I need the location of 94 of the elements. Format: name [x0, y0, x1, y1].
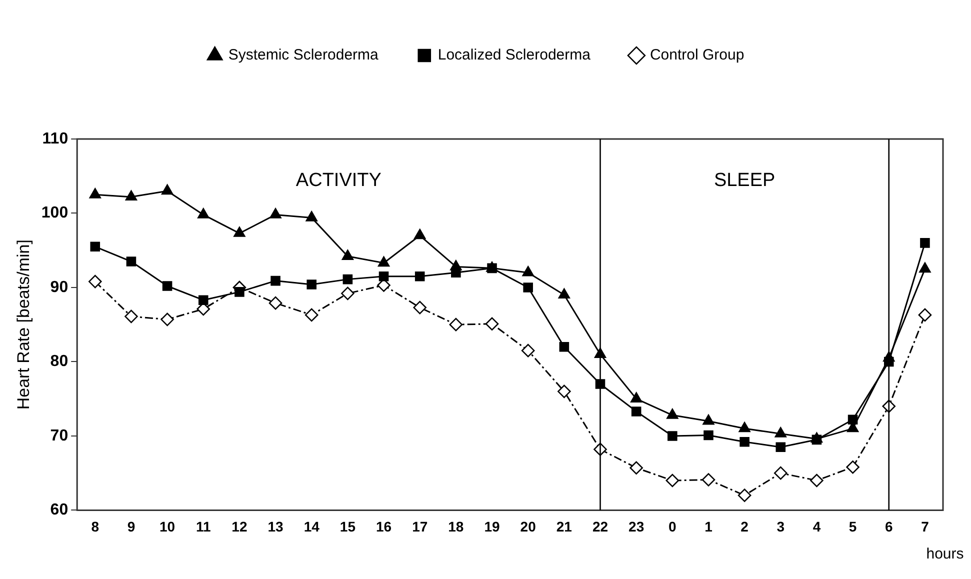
legend-label: Systemic Scleroderma: [228, 46, 380, 64]
x-tick-label: 14: [304, 518, 320, 534]
y-tick-label: 90: [50, 278, 68, 296]
point: [558, 288, 570, 299]
point: [704, 430, 714, 440]
point: [631, 406, 642, 416]
x-tick-label: 3: [776, 518, 785, 534]
point: [198, 295, 208, 305]
point: [89, 188, 101, 198]
point: [124, 310, 138, 324]
point: [378, 256, 390, 267]
annotation: SLEEP: [714, 170, 776, 192]
point: [668, 431, 678, 441]
point: [342, 250, 354, 260]
x-tick-label: 15: [340, 518, 356, 534]
point: [270, 276, 280, 286]
point: [414, 271, 425, 282]
point: [810, 432, 823, 443]
point: [306, 280, 317, 290]
y-tick-label: 70: [50, 427, 68, 444]
point: [304, 308, 318, 322]
x-tick-label: 10: [160, 518, 176, 534]
y-tick-label: 80: [50, 353, 68, 370]
x-tick-label: 16: [376, 518, 392, 534]
point: [449, 318, 463, 332]
point: [161, 184, 174, 195]
x-tick-label: 22: [592, 518, 608, 534]
point: [268, 296, 282, 310]
point: [920, 238, 930, 248]
point: [738, 488, 752, 502]
point: [810, 474, 824, 488]
point: [774, 427, 786, 438]
y-tick-label: 60: [50, 502, 68, 519]
x-tick-label: 1: [704, 518, 713, 534]
point: [414, 228, 426, 240]
point: [270, 208, 282, 218]
point: [666, 408, 678, 419]
x-tick-label: 0: [668, 518, 677, 534]
point: [162, 281, 172, 291]
point: [776, 442, 786, 452]
y-axis-title: Heart Rate [beats/min]: [14, 240, 33, 410]
point: [198, 208, 210, 218]
point: [774, 466, 788, 480]
x-tick-label: 20: [520, 518, 536, 534]
x-tick-label: 19: [484, 518, 500, 534]
point: [306, 211, 318, 222]
x-tick-label: 5: [848, 518, 857, 534]
x-tick-label: 18: [448, 518, 464, 534]
x-tick-label: 17: [412, 518, 428, 534]
point: [341, 286, 354, 300]
x-tick-label: 13: [268, 518, 284, 534]
point: [521, 344, 535, 358]
point: [125, 190, 138, 201]
point: [378, 271, 389, 282]
y-tick-label: 110: [42, 130, 68, 148]
x-tick-label: 6: [884, 518, 893, 534]
x-tick-label: 2: [740, 518, 749, 534]
point: [702, 414, 714, 425]
point: [558, 384, 571, 398]
point: [846, 460, 860, 474]
annotation: ACTIVITY: [296, 170, 382, 192]
point: [485, 317, 499, 331]
x-axis-title: hours: [926, 545, 964, 562]
point: [234, 287, 244, 297]
x-tick-label: 21: [556, 518, 572, 534]
point: [630, 392, 642, 402]
point: [450, 260, 462, 270]
legend-label: Control Group: [650, 46, 744, 64]
x-tick-label: 4: [812, 518, 821, 534]
x-tick-label: 8: [91, 518, 100, 534]
point: [919, 262, 931, 273]
x-tick-label: 23: [628, 518, 644, 534]
point: [342, 274, 353, 284]
point: [126, 256, 136, 266]
point: [918, 308, 932, 322]
x-tick-label: 11: [196, 518, 211, 534]
point: [702, 473, 716, 486]
x-tick-label: 12: [232, 518, 248, 534]
legend-label: Localized Scleroderma: [438, 46, 592, 64]
point: [234, 226, 246, 237]
point: [559, 342, 570, 352]
point: [738, 422, 750, 432]
point: [160, 312, 174, 326]
point: [88, 274, 102, 288]
point: [90, 242, 100, 252]
x-tick-label: 9: [127, 518, 136, 534]
x-tick-label: 7: [921, 518, 930, 534]
y-tick-label: 100: [41, 204, 68, 222]
point: [740, 437, 750, 447]
point: [522, 266, 534, 276]
point: [523, 282, 533, 292]
point: [630, 461, 643, 475]
point: [666, 474, 680, 488]
point: [413, 300, 426, 314]
